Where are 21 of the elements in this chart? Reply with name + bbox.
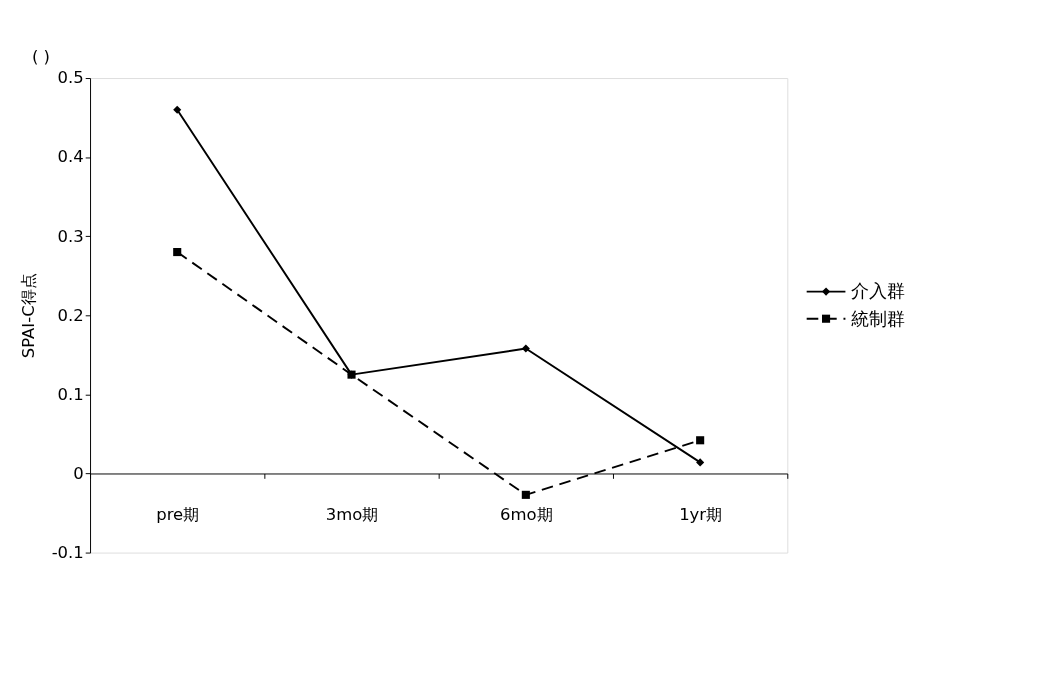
- x-tick-label: 3mo期: [325, 505, 379, 525]
- legend-label: 介入群: [851, 280, 906, 302]
- point: [173, 105, 182, 114]
- y-tick-label: 0.5: [57, 68, 84, 88]
- point: [173, 248, 182, 257]
- point: [696, 436, 705, 445]
- y-tick-label: 0.2: [57, 305, 84, 325]
- x-tick-label: 6mo期: [500, 505, 553, 525]
- text: ( ): [31, 46, 51, 66]
- y-axis-title: SPAI-C得点: [19, 273, 39, 359]
- point: [521, 490, 530, 499]
- y-tick-label: 0: [73, 463, 84, 483]
- x-tick-label: pre期: [156, 505, 200, 525]
- y-tick-label: 0.3: [57, 226, 84, 246]
- x-tick-label: 1yr期: [679, 505, 723, 525]
- y-tick-label: 0.4: [57, 147, 84, 167]
- point: [521, 344, 530, 353]
- y-tick-label: 0.1: [57, 384, 84, 404]
- y-tick-label: -0.1: [51, 542, 84, 562]
- point: [696, 458, 705, 467]
- legend-label: 統制群: [851, 307, 906, 329]
